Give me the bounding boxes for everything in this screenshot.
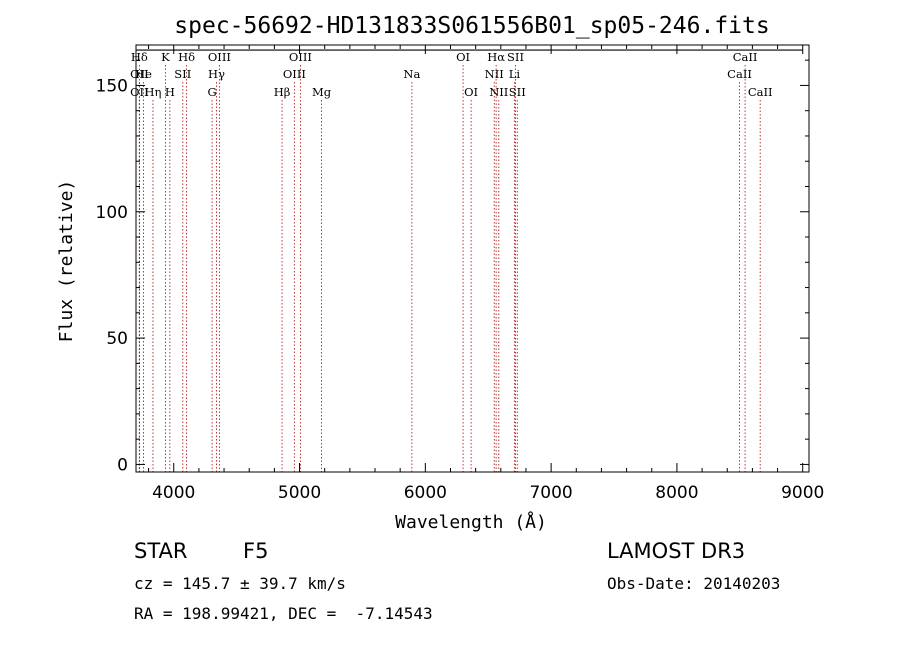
observation-date: Obs-Date: 20140203 [607,574,781,593]
line-label: Hγ [208,67,225,81]
survey-name: LAMOST DR3 [607,539,746,563]
redshift-velocity: cz = 145.7 ± 39.7 km/s [134,574,346,593]
x-tick-label: 8000 [655,483,698,503]
y-axis-ticks: 0 50 100 150 [96,59,809,475]
line-label: CaII [748,85,773,99]
line-label: NII [489,85,508,99]
line-label: SII [509,85,526,99]
line-label: SII [507,50,524,64]
line-label: OIII [283,67,306,81]
line-label: OI [456,50,470,64]
x-axis-label: Wavelength (Å) [395,511,547,533]
line-label: CaII [733,50,758,64]
x-tick-label: 6000 [404,483,447,503]
chart-title: spec-56692-HD131833S061556B01_sp05-246.f… [174,13,769,39]
line-label: Hδ [131,50,148,64]
line-label: Hα [487,50,505,64]
line-label: OIII [208,50,231,64]
y-tick-label: 100 [96,203,128,223]
x-tick-label: 4000 [152,483,195,503]
line-label: OII [130,85,149,99]
y-tick-label: 50 [106,329,128,349]
line-label: SII [174,67,191,81]
line-label: H [165,85,175,99]
line-label: OII [130,67,149,81]
line-label: Hδ [178,50,195,64]
x-tick-label: 7000 [529,483,572,503]
line-label: Li [509,67,521,81]
line-markers [138,65,761,472]
coordinates: RA = 198.99421, DEC = -7.14543 [134,604,433,623]
plot-frame [135,44,810,473]
line-label: G [208,85,217,99]
line-label: K [161,50,170,64]
x-tick-label: 5000 [278,483,321,503]
line-label: CaII [727,67,752,81]
object-class: STAR [134,539,188,563]
line-label: NII [485,67,504,81]
line-label: Hη [145,85,162,99]
line-label: He [135,67,152,81]
object-subclass: F5 [243,539,269,563]
x-axis-ticks: 4000 5000 6000 7000 8000 9000 [148,45,824,503]
x-tick-label: 9000 [781,483,824,503]
line-label: Hβ [274,85,291,99]
line-label: OIII [289,50,312,64]
line-label: Na [403,67,420,81]
line-label: Mg [312,85,332,99]
y-tick-label: 150 [96,76,128,96]
y-axis-label: Flux (relative) [56,180,77,343]
line-label: OI [464,85,478,99]
y-tick-label: 0 [117,455,128,475]
